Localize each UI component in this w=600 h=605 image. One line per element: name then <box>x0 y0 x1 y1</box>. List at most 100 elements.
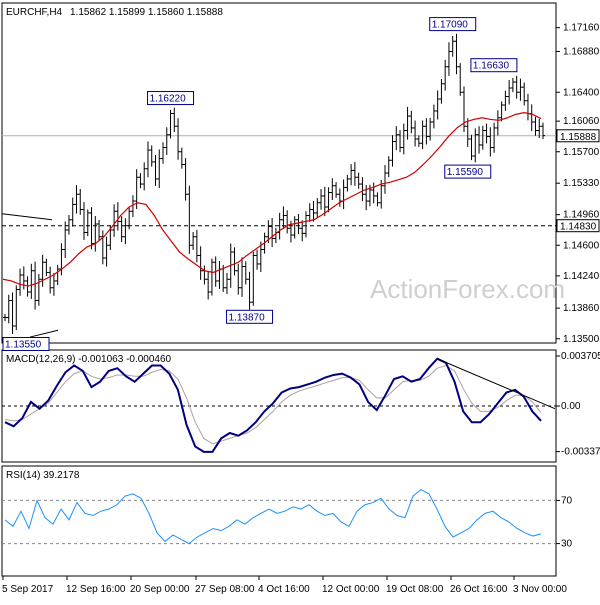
price-bar <box>10 292 15 335</box>
chart-ohlc: 1.15862 1.15899 1.15860 1.15888 <box>70 7 223 18</box>
trendline-bottom-left <box>29 329 59 338</box>
price-bar <box>431 104 436 129</box>
price-bar <box>191 232 196 250</box>
time-tick-label: 4 Oct 16:00 <box>258 584 310 595</box>
price-bar <box>206 271 211 300</box>
price-tick-label: 1.14960 <box>563 210 600 221</box>
price-tick-label: 1.17160 <box>563 23 600 34</box>
price-bar <box>149 145 154 167</box>
price-bar <box>522 82 527 106</box>
price-label-box <box>226 309 274 324</box>
support-level-label: 1.14830 <box>560 222 597 233</box>
price-bar <box>100 230 105 265</box>
rsi-line <box>4 489 542 545</box>
price-bar <box>398 130 403 153</box>
time-tick-label: 26 Oct 16:00 <box>450 584 508 595</box>
price-label-box <box>2 337 50 351</box>
price-label: 1.17090 <box>432 20 469 31</box>
price-bar <box>424 118 429 145</box>
macd-title: MACD(12,26,9) -0.001063 -0.000460 <box>6 354 172 365</box>
price-bar <box>29 263 34 299</box>
time-tick-label: 27 Sep 08:00 <box>195 584 255 595</box>
price-tick-label: 1.16400 <box>563 87 600 98</box>
price-bar <box>413 120 418 147</box>
macd-tick-label: 0.003705 <box>561 351 600 362</box>
price-bar <box>477 126 482 154</box>
price-label-box <box>429 17 477 32</box>
price-bar <box>179 147 184 169</box>
price-bar <box>409 110 414 134</box>
price-bar <box>164 127 169 155</box>
price-layer: 1.13550 1.16220 1.13870 1.17090 1.16630 1.155… <box>1 17 556 351</box>
price-bar <box>48 266 53 294</box>
price-bar <box>127 207 132 230</box>
price-bar <box>390 135 395 167</box>
price-bar <box>36 274 41 306</box>
price-bar <box>537 118 542 138</box>
price-bar <box>319 189 324 210</box>
price-bar <box>401 123 406 155</box>
price-bar <box>232 247 237 276</box>
price-bar <box>334 182 339 198</box>
price-tick-label: 1.13500 <box>563 334 600 345</box>
current-price-label: 1.15888 <box>560 132 597 143</box>
price-label: 1.13870 <box>229 312 266 323</box>
price-bar <box>194 229 199 263</box>
price-bar <box>145 141 150 178</box>
macd-layer <box>2 357 556 453</box>
price-tick-label: 1.15330 <box>563 178 600 189</box>
time-tick-label: 19 Oct 08:00 <box>386 584 444 595</box>
price-bar <box>258 241 263 272</box>
price-label: 1.16220 <box>150 94 187 105</box>
macd-trendline <box>437 358 556 410</box>
time-tick-label: 20 Sep 00:00 <box>130 584 190 595</box>
price-bar <box>394 126 399 151</box>
price-bar <box>270 217 275 248</box>
price-bar <box>296 213 301 235</box>
price-bar <box>507 79 512 105</box>
price-bar <box>356 172 361 189</box>
price-label-box <box>147 91 195 106</box>
time-tick-label: 12 Oct 00:00 <box>322 584 380 595</box>
price-tick-label: 1.15700 <box>563 147 600 158</box>
price-bar <box>488 127 493 157</box>
price-bar <box>115 202 120 231</box>
price-bar <box>382 164 387 194</box>
price-bar <box>209 258 214 296</box>
price-bar <box>18 268 23 296</box>
rsi-tick-label: 30 <box>561 539 573 550</box>
price-tick-label: 1.16060 <box>563 116 600 127</box>
price-bar <box>450 36 455 57</box>
rsi-panel <box>1 465 557 577</box>
price-bar <box>495 110 500 136</box>
price-bar <box>240 257 245 297</box>
price-bar <box>518 78 523 101</box>
price-bar <box>461 86 466 133</box>
price-label-box <box>444 164 492 179</box>
price-bar <box>458 63 463 96</box>
price-tick-label: 1.13860 <box>563 303 600 314</box>
trendline-top-left <box>1 213 53 221</box>
price-bar <box>503 90 508 111</box>
price-bar <box>303 211 308 238</box>
price-bar <box>14 285 19 331</box>
price-bar <box>51 272 56 296</box>
price-bar <box>360 177 365 202</box>
price-bar <box>55 264 60 286</box>
price-tick-label: 1.14240 <box>563 271 600 282</box>
price-bar <box>465 118 470 148</box>
price-tick-label: 1.16880 <box>563 46 600 57</box>
price-bar <box>281 206 286 229</box>
price-bar <box>6 294 11 324</box>
support-level-badge <box>556 219 600 233</box>
price-bar <box>224 272 229 295</box>
price-bar <box>533 116 538 136</box>
price-bar <box>405 106 410 140</box>
price-bar <box>345 174 350 192</box>
price-bar <box>330 178 335 201</box>
price-bar <box>236 263 241 295</box>
time-tick-label: 12 Sep 16:00 <box>66 584 126 595</box>
price-bar <box>40 254 45 287</box>
price-bar <box>168 109 173 139</box>
